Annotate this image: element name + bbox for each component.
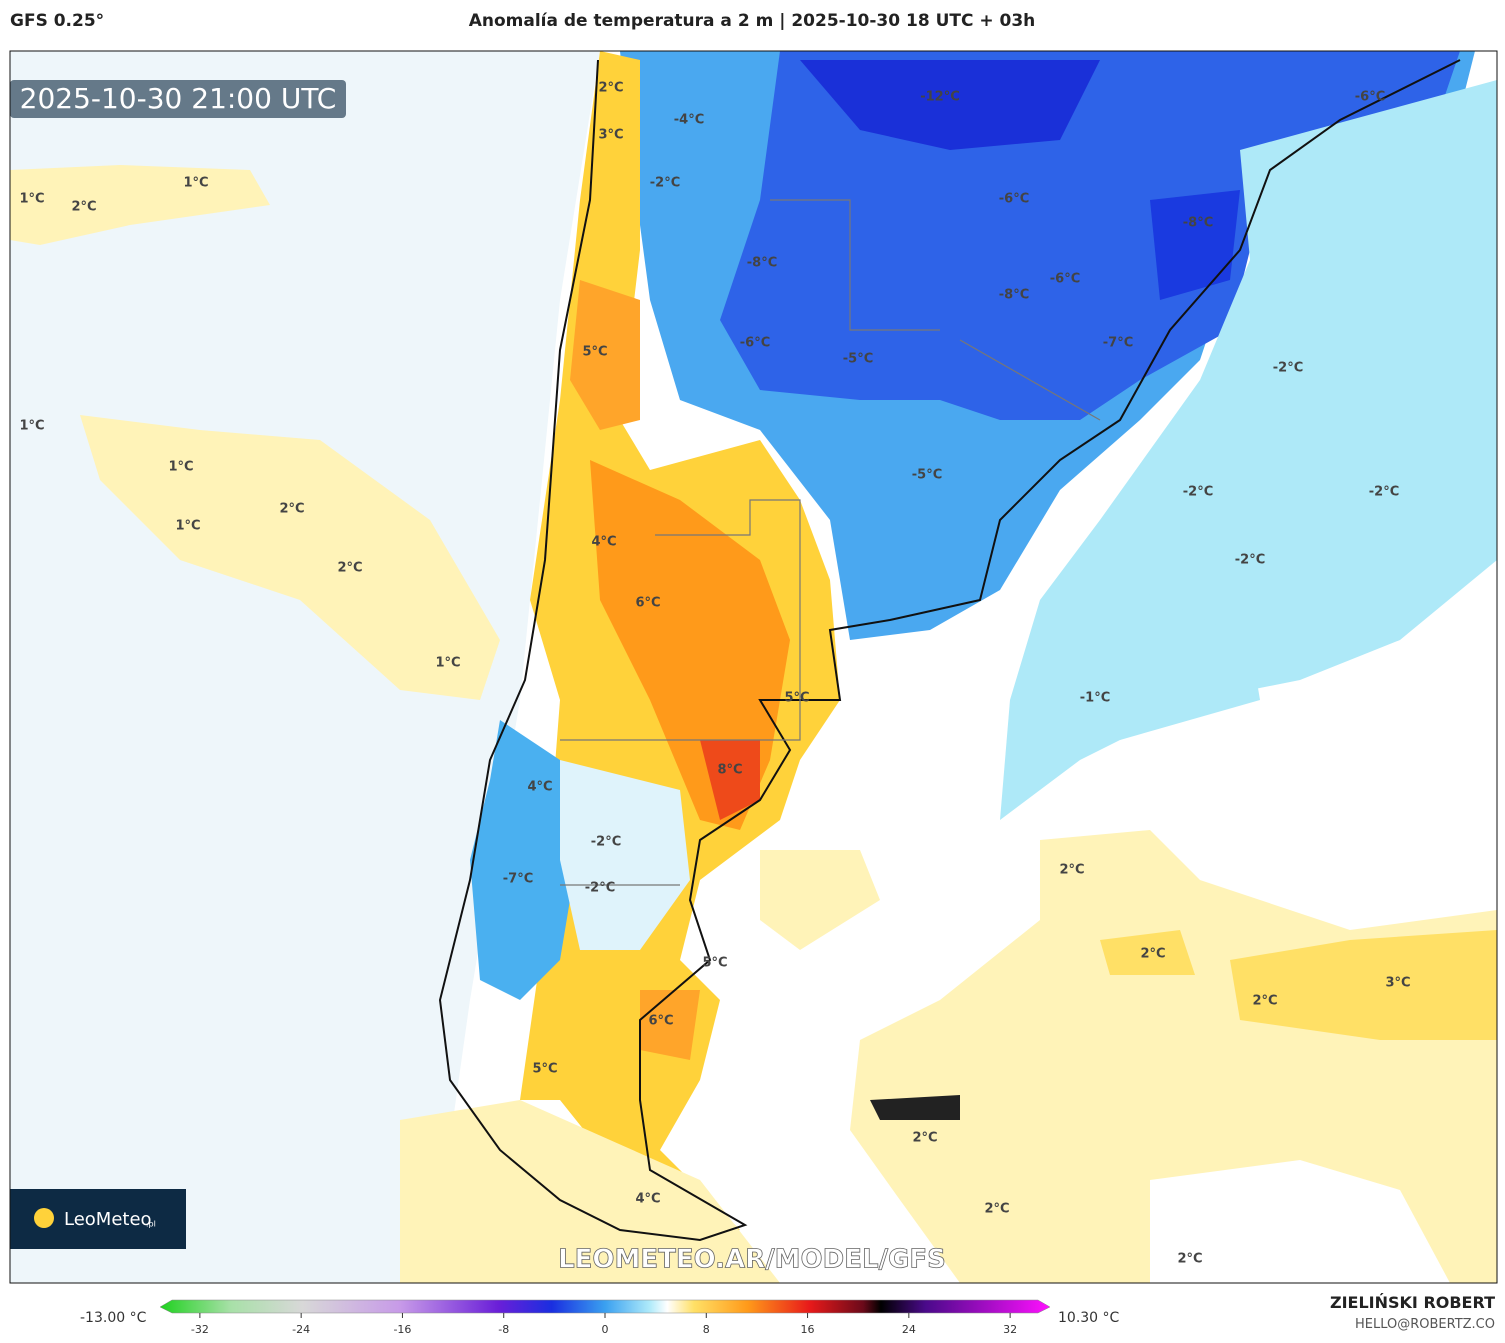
map-title: Anomalía de temperatura a 2 m | 2025-10-… <box>469 11 1036 31</box>
temperature-label: 1°C <box>175 519 200 534</box>
temperature-label: 4°C <box>591 535 616 550</box>
temperature-label: -5°C <box>912 468 942 483</box>
temperature-label: 5°C <box>784 691 809 706</box>
colorbar-tick-label: 8 <box>703 1323 710 1336</box>
temperature-label: 5°C <box>532 1062 557 1077</box>
temperature-label: -7°C <box>1103 336 1133 351</box>
temperature-label: -8°C <box>747 256 777 271</box>
colorbar-tick-label: -16 <box>393 1323 411 1336</box>
temperature-label: -6°C <box>999 192 1029 207</box>
temperature-label: -2°C <box>1183 485 1213 500</box>
colorbar-tick-label: -32 <box>191 1323 209 1336</box>
temperature-label: 2°C <box>1059 863 1084 878</box>
temperature-label: 2°C <box>984 1202 1009 1217</box>
temperature-label: -12°C <box>920 90 960 105</box>
colorbar-tick-label: 32 <box>1003 1323 1017 1336</box>
temperature-label: 2°C <box>1177 1252 1202 1267</box>
temperature-label: 5°C <box>582 345 607 360</box>
colorbar-tick-label: 24 <box>902 1323 916 1336</box>
temperature-label: 8°C <box>717 763 742 778</box>
temperature-label: -6°C <box>1050 272 1080 287</box>
temperature-label: 2°C <box>71 200 96 215</box>
temperature-label: 3°C <box>1385 976 1410 991</box>
temperature-label: -8°C <box>1183 216 1213 231</box>
temperature-label: -2°C <box>1235 553 1265 568</box>
temperature-label: 1°C <box>435 656 460 671</box>
logo-suffix: .pl <box>146 1220 156 1229</box>
temperature-label: -4°C <box>674 113 704 128</box>
colorbar-tick-label: 0 <box>602 1323 609 1336</box>
temperature-label: 2°C <box>279 502 304 517</box>
temperature-label: 1°C <box>19 192 44 207</box>
temperature-label: 2°C <box>1252 994 1277 1009</box>
temperature-label: 1°C <box>183 176 208 191</box>
temperature-label: 6°C <box>635 596 660 611</box>
contact: HELLO@ROBERTZ.CO <box>1355 1317 1495 1332</box>
temperature-label: 4°C <box>527 780 552 795</box>
temperature-label: -6°C <box>1355 90 1385 105</box>
temperature-label: 2°C <box>598 81 623 96</box>
temperature-label: -2°C <box>1273 361 1303 376</box>
temperature-label: -7°C <box>503 872 533 887</box>
temperature-label: -2°C <box>1369 485 1399 500</box>
temperature-label: -8°C <box>999 288 1029 303</box>
temperature-label: 4°C <box>635 1192 660 1207</box>
temperature-label: -6°C <box>740 336 770 351</box>
colorbar-min: -13.00 °C <box>80 1310 147 1326</box>
temperature-label: 3°C <box>598 128 623 143</box>
watermark: LEOMETEO.AR/MODEL/GFS <box>558 1245 946 1275</box>
temperature-label: -2°C <box>585 881 615 896</box>
model-name: GFS 0.25° <box>10 11 104 31</box>
temperature-label: 2°C <box>1140 947 1165 962</box>
temperature-label: 1°C <box>19 419 44 434</box>
colorbar-tick-label: -24 <box>292 1323 310 1336</box>
temperature-label: -2°C <box>591 835 621 850</box>
temperature-label: -2°C <box>650 176 680 191</box>
logo: LeoMeteo <box>64 1209 152 1230</box>
colorbar-max: 10.30 °C <box>1058 1310 1120 1326</box>
colorbar-tick-label: -8 <box>498 1323 509 1336</box>
temperature-label: -5°C <box>843 352 873 367</box>
temperature-label: 6°C <box>648 1014 673 1029</box>
temperature-label: 2°C <box>912 1131 937 1146</box>
temperature-label: 2°C <box>337 561 362 576</box>
temperature-label: 5°C <box>702 956 727 971</box>
author: ZIELIŃSKI ROBERT <box>1330 1293 1495 1312</box>
temperature-label: 1°C <box>168 460 193 475</box>
temperature-label: -1°C <box>1080 691 1110 706</box>
timestamp: 2025-10-30 21:00 UTC <box>20 82 337 115</box>
colorbar-tick-label: 16 <box>801 1323 815 1336</box>
map-area: 2°C 3°C -4°C -2°C -12°C -6°C 1°C 2°C 1°C -6°C -8°C… <box>10 51 1497 1283</box>
colorbar <box>159 1299 1051 1314</box>
